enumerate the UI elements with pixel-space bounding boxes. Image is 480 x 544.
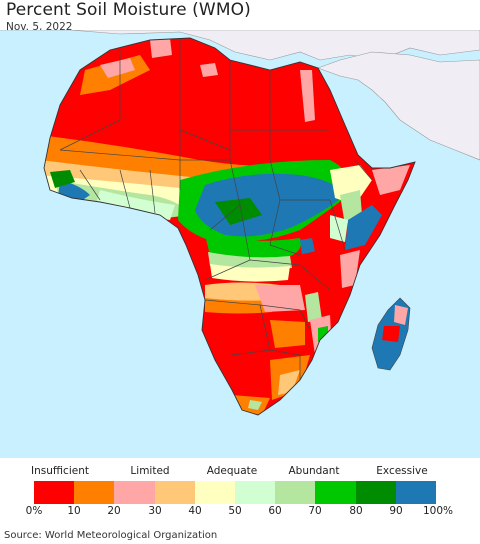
legend-tick: 0% (25, 505, 43, 517)
central-south-lightgreen (208, 252, 292, 270)
madagascar-central (382, 326, 400, 342)
legend-tick: 70 (308, 505, 322, 517)
legend-category-abundant: Abundant (288, 465, 340, 477)
legend-tick: 20 (107, 505, 121, 517)
country-borders (59, 40, 373, 380)
legend-swatch-60-70 (275, 481, 316, 504)
legend-swatch-30-40 (154, 481, 195, 504)
legend-color-bar (34, 481, 437, 504)
legend-swatch-0-10 (34, 481, 75, 504)
legend-swatch-90-100 (395, 481, 437, 504)
sa-green-spot (248, 400, 262, 410)
source-credit: Source: World Meteorological Organizatio… (4, 530, 218, 541)
legend-tick: 60 (268, 505, 282, 517)
legend-swatch-80-90 (355, 481, 396, 504)
egypt-nile-peach (300, 70, 315, 122)
africa-soil-moisture-map (0, 30, 480, 458)
central-south-yellow (210, 264, 290, 282)
legend-ticks: 0% 10 20 30 40 50 60 70 80 90 100% (0, 505, 480, 519)
legend-tick: 10 (67, 505, 81, 517)
tanzania-peach (340, 250, 360, 288)
horn-peach (372, 165, 410, 195)
legend-tick: 30 (148, 505, 162, 517)
legend-category-limited: Limited (130, 465, 170, 477)
east-lightgreen (330, 215, 348, 242)
madagascar-north (394, 305, 408, 325)
libya-peach (200, 63, 218, 77)
legend-tick: 40 (188, 505, 202, 517)
legend-swatch-50-60 (235, 481, 276, 504)
tanzania-red (300, 245, 350, 300)
legend-swatch-20-30 (114, 481, 155, 504)
legend-swatch-70-80 (315, 481, 356, 504)
legend-tick: 80 (349, 505, 363, 517)
legend-tick: 100% (422, 505, 454, 517)
legend-category-excessive: Excessive (376, 465, 428, 477)
legend-swatch-40-50 (194, 481, 236, 504)
maghreb-peach (100, 58, 135, 78)
central-darkgreen (215, 198, 262, 225)
malawi-green (305, 292, 322, 322)
zimbabwe-orange (270, 320, 305, 348)
east-blue-strip (345, 205, 382, 250)
zambia-peach (255, 285, 305, 312)
legend-tick: 90 (389, 505, 403, 517)
lake-region-blue (300, 238, 315, 254)
legend-categories: Insufficient Limited Adequate Abundant E… (0, 465, 480, 479)
legend-swatch-10-20 (74, 481, 115, 504)
legend-category-insufficient: Insufficient (31, 465, 89, 477)
tunisia-pink (150, 38, 172, 58)
europe-land (0, 30, 480, 61)
west-africa-darkgreen (50, 170, 75, 188)
central-south-green (205, 235, 301, 260)
legend-tick: 50 (228, 505, 242, 517)
middle-east-land (317, 51, 480, 161)
map-title: Percent Soil Moisture (WMO) (6, 0, 251, 20)
sa-east-peach (278, 370, 300, 395)
legend-category-adequate: Adequate (206, 465, 258, 477)
